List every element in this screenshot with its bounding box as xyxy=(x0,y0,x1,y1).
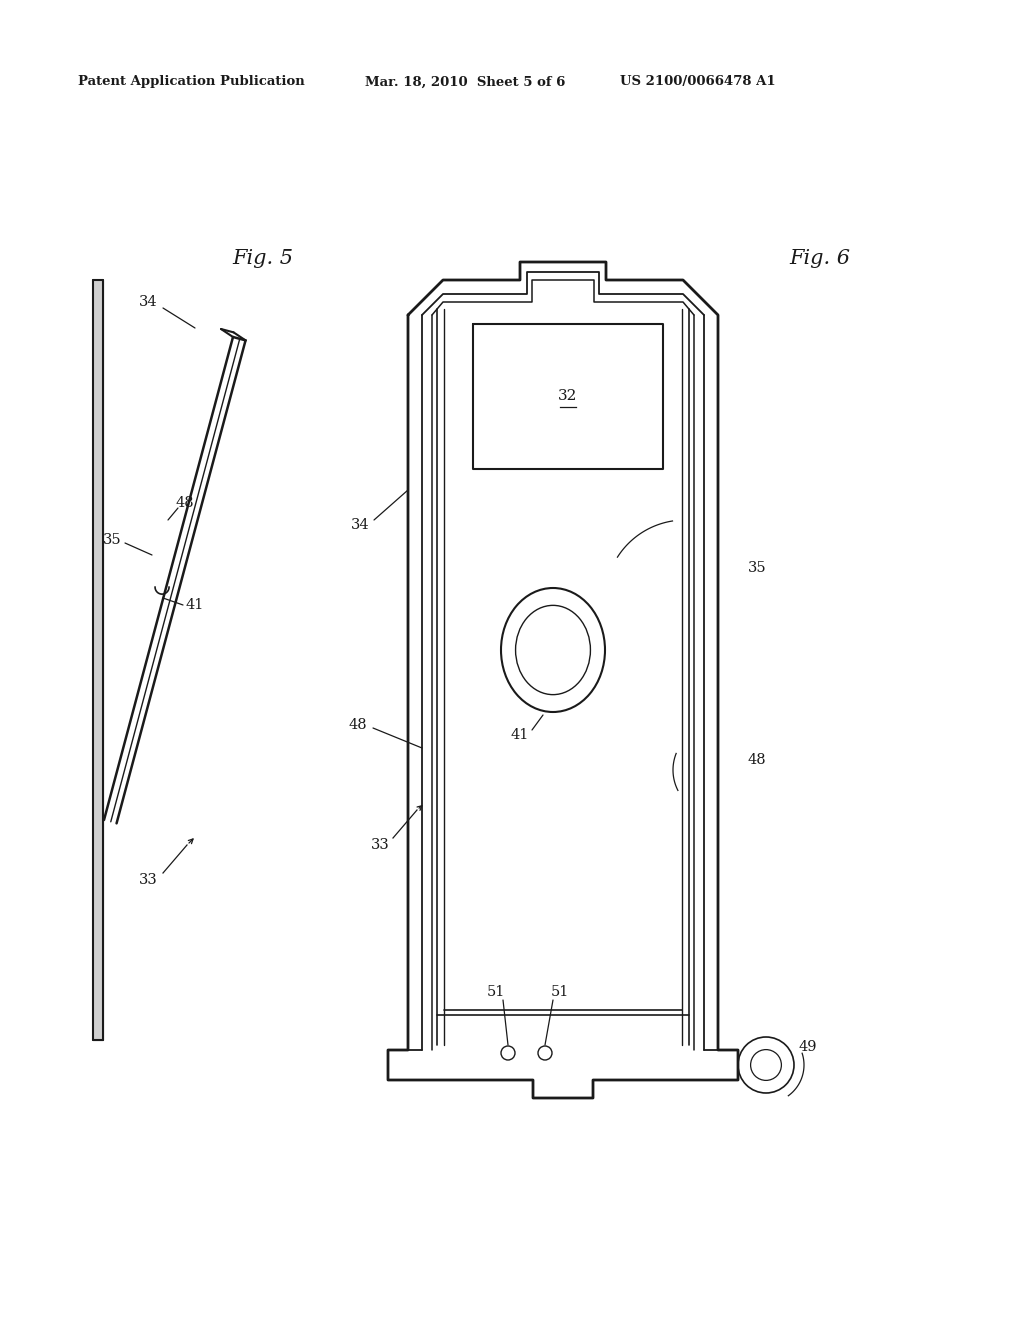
Text: 33: 33 xyxy=(371,838,389,851)
Text: 35: 35 xyxy=(748,561,766,576)
Text: 51: 51 xyxy=(551,985,569,999)
Text: 34: 34 xyxy=(350,517,370,532)
Text: 48: 48 xyxy=(349,718,368,733)
Text: Mar. 18, 2010  Sheet 5 of 6: Mar. 18, 2010 Sheet 5 of 6 xyxy=(365,75,565,88)
Text: Fig. 6: Fig. 6 xyxy=(790,248,851,268)
Text: 41: 41 xyxy=(511,729,529,742)
Text: 48: 48 xyxy=(176,496,195,510)
Text: 32: 32 xyxy=(558,389,578,404)
Text: 41: 41 xyxy=(185,598,204,612)
Text: 51: 51 xyxy=(486,985,505,999)
Text: Fig. 5: Fig. 5 xyxy=(232,248,294,268)
Text: 34: 34 xyxy=(138,294,158,309)
Text: Patent Application Publication: Patent Application Publication xyxy=(78,75,305,88)
Text: 49: 49 xyxy=(799,1040,817,1053)
Text: US 2100/0066478 A1: US 2100/0066478 A1 xyxy=(620,75,775,88)
Text: 35: 35 xyxy=(102,533,121,546)
Text: 33: 33 xyxy=(138,873,158,887)
Text: 48: 48 xyxy=(748,752,766,767)
